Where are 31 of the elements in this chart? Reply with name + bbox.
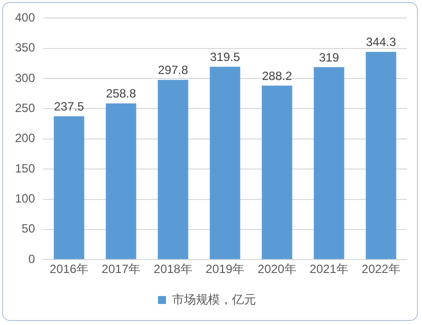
x-tick-label: 2019年 <box>206 262 244 276</box>
data-label: 288.2 <box>262 68 292 83</box>
y-tick-label: 200 <box>14 131 36 146</box>
x-tick-label: 2021年 <box>310 262 348 276</box>
bar <box>54 116 84 260</box>
y-tick-label: 250 <box>14 101 36 116</box>
bar <box>158 80 188 260</box>
data-label: 319 <box>318 50 340 64</box>
y-tick-label: 350 <box>14 40 36 55</box>
y-tick-label: 400 <box>14 10 36 25</box>
legend-label: 市场规模，亿元 <box>172 292 256 306</box>
y-tick-label: 300 <box>14 70 36 85</box>
bar <box>366 52 396 260</box>
bar <box>262 86 292 260</box>
x-tick-label: 2020年 <box>258 262 296 276</box>
data-label: 258.8 <box>106 86 136 101</box>
y-tick-label: 150 <box>14 161 36 176</box>
data-label: 297.8 <box>158 63 188 78</box>
x-tick-label: 2018年 <box>154 262 192 276</box>
bar <box>210 66 240 260</box>
data-label: 344.3 <box>366 35 396 50</box>
y-tick-label: 50 <box>22 222 36 236</box>
data-label: 237.5 <box>54 100 84 114</box>
y-tick-label: 100 <box>14 192 36 206</box>
y-tick-label: 0 <box>28 252 36 266</box>
x-tick-label: 2022年 <box>362 262 400 276</box>
bar <box>314 67 344 260</box>
x-tick-label: 2017年 <box>102 262 140 276</box>
bar <box>106 103 136 260</box>
data-label: 319.5 <box>210 50 240 64</box>
x-tick-label: 2016年 <box>50 262 88 276</box>
